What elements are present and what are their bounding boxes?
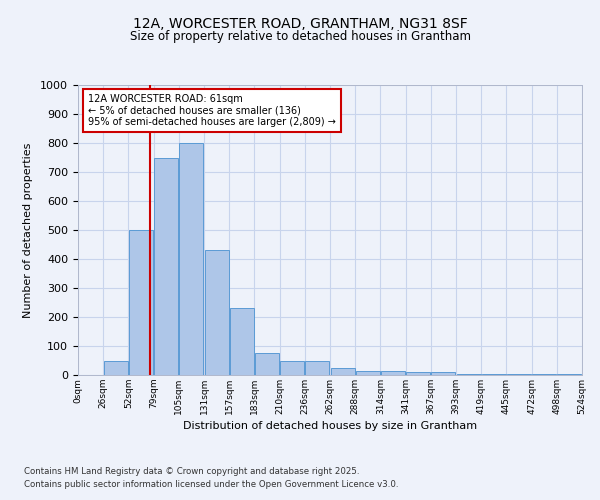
Bar <box>154 158 178 375</box>
Bar <box>557 374 581 375</box>
Text: 12A WORCESTER ROAD: 61sqm
← 5% of detached houses are smaller (136)
95% of semi-: 12A WORCESTER ROAD: 61sqm ← 5% of detach… <box>88 94 336 127</box>
Bar <box>331 368 355 375</box>
Bar <box>104 360 128 375</box>
Text: Contains public sector information licensed under the Open Government Licence v3: Contains public sector information licen… <box>24 480 398 489</box>
Bar <box>129 230 153 375</box>
Bar <box>431 372 455 375</box>
Y-axis label: Number of detached properties: Number of detached properties <box>23 142 34 318</box>
Bar <box>406 372 430 375</box>
Bar <box>532 374 556 375</box>
X-axis label: Distribution of detached houses by size in Grantham: Distribution of detached houses by size … <box>183 421 477 431</box>
Text: Size of property relative to detached houses in Grantham: Size of property relative to detached ho… <box>130 30 470 43</box>
Bar <box>255 353 279 375</box>
Bar <box>230 308 254 375</box>
Bar <box>457 374 481 375</box>
Bar <box>305 360 329 375</box>
Bar <box>280 360 304 375</box>
Bar <box>507 374 531 375</box>
Bar <box>179 143 203 375</box>
Bar <box>356 370 380 375</box>
Bar <box>482 374 506 375</box>
Text: 12A, WORCESTER ROAD, GRANTHAM, NG31 8SF: 12A, WORCESTER ROAD, GRANTHAM, NG31 8SF <box>133 18 467 32</box>
Bar <box>381 370 405 375</box>
Bar <box>205 250 229 375</box>
Text: Contains HM Land Registry data © Crown copyright and database right 2025.: Contains HM Land Registry data © Crown c… <box>24 467 359 476</box>
